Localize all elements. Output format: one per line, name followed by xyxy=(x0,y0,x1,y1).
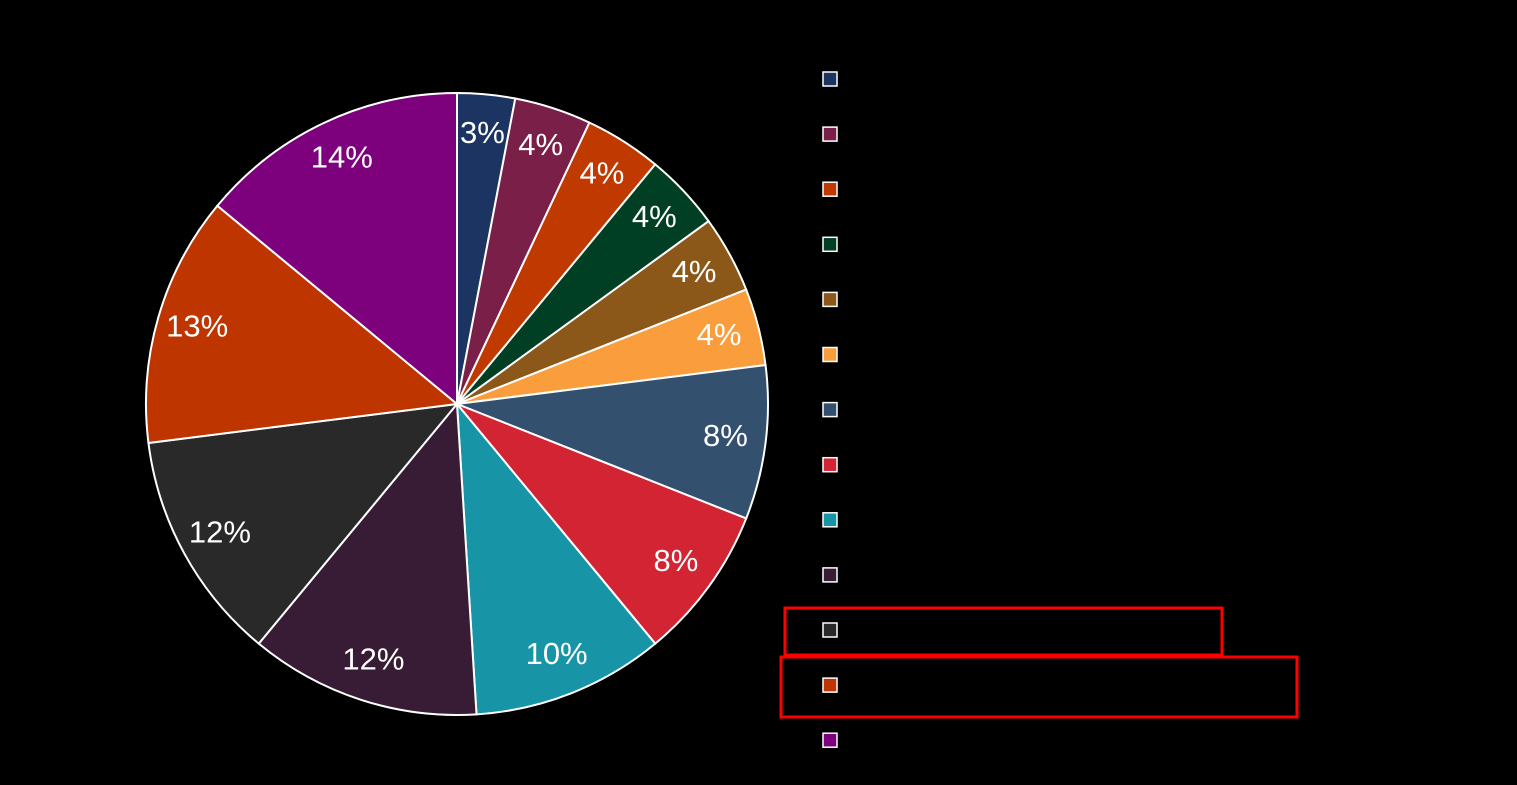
legend-marker xyxy=(822,677,838,693)
data-label: 10% xyxy=(526,636,588,671)
legend-marker xyxy=(822,567,838,583)
pie-slice xyxy=(455,400,657,716)
data-labels: 3% 4%4%4%4%4%8%8%10%12%12%13%14% xyxy=(166,115,748,677)
data-label: 8% xyxy=(653,543,698,578)
legend-marker xyxy=(822,181,838,197)
legend xyxy=(822,71,838,748)
legend-marker xyxy=(822,236,838,253)
data-label: 4% xyxy=(632,199,677,234)
data-label: 4% xyxy=(518,127,563,162)
legend-marker xyxy=(822,71,838,87)
legend-marker xyxy=(822,401,838,418)
highlight-box xyxy=(779,655,1299,719)
legend-marker xyxy=(822,346,838,363)
legend-marker xyxy=(822,622,838,638)
highlight-box xyxy=(783,606,1224,657)
data-label: 8% xyxy=(703,418,748,453)
data-label: 3% xyxy=(460,115,505,150)
pie-slice xyxy=(147,402,460,646)
data-label: 14% xyxy=(311,139,373,174)
data-label: 13% xyxy=(166,309,228,344)
legend-marker xyxy=(822,512,838,528)
data-label: 4% xyxy=(672,254,717,289)
legend-marker xyxy=(822,732,838,748)
pie-slice xyxy=(145,204,460,445)
data-label: 12% xyxy=(342,642,404,677)
legend-marker xyxy=(822,291,838,308)
legend-marker xyxy=(822,456,838,473)
data-label: 4% xyxy=(580,156,625,191)
pie xyxy=(145,91,769,716)
pie-slice xyxy=(456,363,769,520)
legend-marker xyxy=(822,126,838,142)
data-label: 4% xyxy=(697,317,742,352)
data-label: 12% xyxy=(189,515,251,550)
pie-slice xyxy=(456,403,748,646)
pie-slice xyxy=(257,401,478,716)
pie-slice xyxy=(215,91,458,407)
